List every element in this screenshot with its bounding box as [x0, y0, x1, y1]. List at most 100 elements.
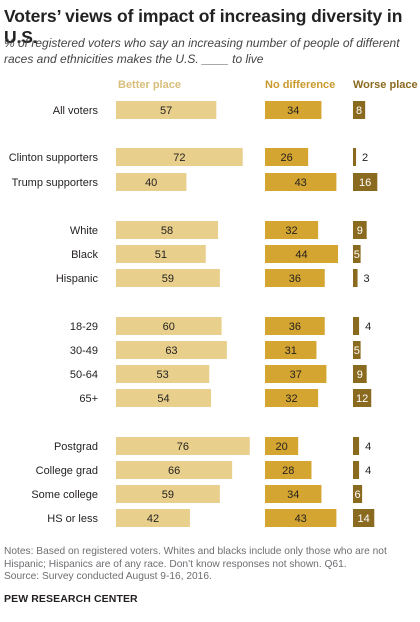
value-label-no-difference-postgrad: 20: [275, 441, 287, 453]
bar-worse-place-college-grad: [353, 461, 360, 479]
category-label-65: 65+: [79, 393, 98, 405]
value-label-no-difference-college-grad: 28: [282, 465, 294, 477]
value-label-better-place-hispanic: 59: [162, 273, 174, 285]
chart-notes: Notes: Based on registered voters. White…: [4, 546, 416, 584]
bar-no-difference-some-college: [265, 485, 322, 503]
value-label-better-place-some-college: 59: [162, 489, 174, 501]
bar-better-place-white: [116, 221, 219, 239]
bar-no-difference-postgrad: [265, 437, 299, 455]
chart-subtitle: % of registered voters who say an increa…: [4, 36, 400, 66]
chart-title: Voters’ views of impact of increasing di…: [4, 6, 403, 47]
bar-no-difference-18-29: [265, 317, 325, 335]
category-label-hispanic: Hispanic: [56, 273, 99, 285]
value-label-no-difference-black: 44: [295, 249, 307, 261]
bar-better-place-18-29: [116, 317, 222, 335]
value-label-worse-place-clinton-supporters: 2: [362, 152, 368, 164]
bar-worse-place-postgrad: [353, 437, 360, 455]
value-label-no-difference-65: 32: [285, 393, 297, 405]
value-label-worse-place-trump-supporters: 16: [359, 177, 371, 189]
value-label-better-place-all-voters: 57: [160, 105, 172, 117]
bar-better-place-trump-supporters: [116, 173, 187, 191]
value-label-worse-place-white: 9: [357, 225, 363, 237]
diversity-bar-chart: Better place No difference Worse place All …: [9, 79, 418, 527]
value-label-no-difference-hs-or-less: 43: [295, 513, 307, 525]
bar-no-difference-65: [265, 389, 319, 407]
series-header-no-difference: No difference: [265, 79, 335, 91]
category-label-white: White: [70, 225, 98, 237]
category-label-clinton-supporters: Clinton supporters: [9, 152, 99, 164]
category-label-18-29: 18-29: [70, 321, 98, 333]
value-label-worse-place-hispanic: 3: [364, 273, 370, 285]
value-label-better-place-clinton-supporters: 72: [173, 152, 185, 164]
value-label-no-difference-trump-supporters: 43: [295, 177, 307, 189]
value-label-better-place-postgrad: 76: [177, 441, 189, 453]
bar-worse-place-50-64: [353, 365, 367, 383]
value-label-no-difference-30-49: 31: [285, 345, 297, 357]
value-label-no-difference-50-64: 37: [290, 369, 302, 381]
value-label-no-difference-white: 32: [285, 225, 297, 237]
value-label-better-place-65: 54: [157, 393, 169, 405]
value-label-worse-place-50-64: 9: [357, 369, 363, 381]
notes-text: Notes: Based on registered voters. White…: [4, 546, 387, 570]
category-label-50-64: 50-64: [70, 369, 98, 381]
bar-worse-place-65: [353, 389, 372, 407]
value-label-better-place-18-29: 60: [163, 321, 175, 333]
bar-worse-place-all-voters: [353, 101, 366, 119]
category-label-some-college: Some college: [31, 489, 98, 501]
value-label-worse-place-some-college: 6: [354, 489, 360, 501]
category-label-trump-supporters: Trump supporters: [12, 177, 99, 189]
value-label-better-place-trump-supporters: 40: [145, 177, 157, 189]
bar-worse-place-black: [353, 245, 361, 263]
value-label-worse-place-18-29: 4: [365, 321, 371, 333]
bar-no-difference-college-grad: [265, 461, 312, 479]
bar-better-place-50-64: [116, 365, 210, 383]
value-label-worse-place-all-voters: 8: [356, 105, 362, 117]
bar-no-difference-black: [265, 245, 339, 263]
bar-better-place-65: [116, 389, 212, 407]
bar-better-place-all-voters: [116, 101, 217, 119]
bar-worse-place-trump-supporters: [353, 173, 378, 191]
bar-no-difference-30-49: [265, 341, 317, 359]
value-label-better-place-black: 51: [155, 249, 167, 261]
value-label-better-place-30-49: 63: [165, 345, 177, 357]
bar-worse-place-some-college: [353, 485, 363, 503]
value-label-better-place-college-grad: 66: [168, 465, 180, 477]
value-label-no-difference-all-voters: 34: [287, 105, 299, 117]
series-header-better-place: Better place: [118, 79, 181, 91]
bar-better-place-some-college: [116, 485, 220, 503]
bar-better-place-hispanic: [116, 269, 220, 287]
source-organization: PEW RESEARCH CENTER: [4, 593, 138, 605]
value-label-better-place-white: 58: [161, 225, 173, 237]
value-label-worse-place-65: 12: [356, 393, 368, 405]
bar-no-difference-trump-supporters: [265, 173, 337, 191]
bar-worse-place-hispanic: [353, 269, 358, 287]
value-label-worse-place-black: 5: [354, 249, 360, 261]
bar-no-difference-50-64: [265, 365, 327, 383]
bar-worse-place-30-49: [353, 341, 361, 359]
category-label-30-49: 30-49: [70, 345, 98, 357]
bar-no-difference-hispanic: [265, 269, 325, 287]
bar-better-place-postgrad: [116, 437, 250, 455]
value-label-better-place-50-64: 53: [157, 369, 169, 381]
bar-worse-place-18-29: [353, 317, 360, 335]
bar-no-difference-white: [265, 221, 319, 239]
bar-worse-place-white: [353, 221, 367, 239]
bar-better-place-college-grad: [116, 461, 233, 479]
bar-better-place-black: [116, 245, 206, 263]
value-label-better-place-hs-or-less: 42: [147, 513, 159, 525]
value-label-no-difference-hispanic: 36: [289, 273, 301, 285]
category-label-hs-or-less: HS or less: [47, 513, 98, 525]
value-label-no-difference-clinton-supporters: 26: [280, 152, 292, 164]
category-label-all-voters: All voters: [53, 105, 99, 117]
category-label-college-grad: College grad: [36, 465, 98, 477]
bar-worse-place-hs-or-less: [353, 509, 375, 527]
value-label-no-difference-some-college: 34: [287, 489, 299, 501]
value-label-no-difference-18-29: 36: [289, 321, 301, 333]
bar-no-difference-hs-or-less: [265, 509, 337, 527]
bar-no-difference-all-voters: [265, 101, 322, 119]
bar-better-place-30-49: [116, 341, 227, 359]
bar-no-difference-clinton-supporters: [265, 148, 309, 166]
category-label-black: Black: [71, 249, 98, 261]
category-label-postgrad: Postgrad: [54, 441, 98, 453]
value-label-worse-place-college-grad: 4: [365, 465, 371, 477]
